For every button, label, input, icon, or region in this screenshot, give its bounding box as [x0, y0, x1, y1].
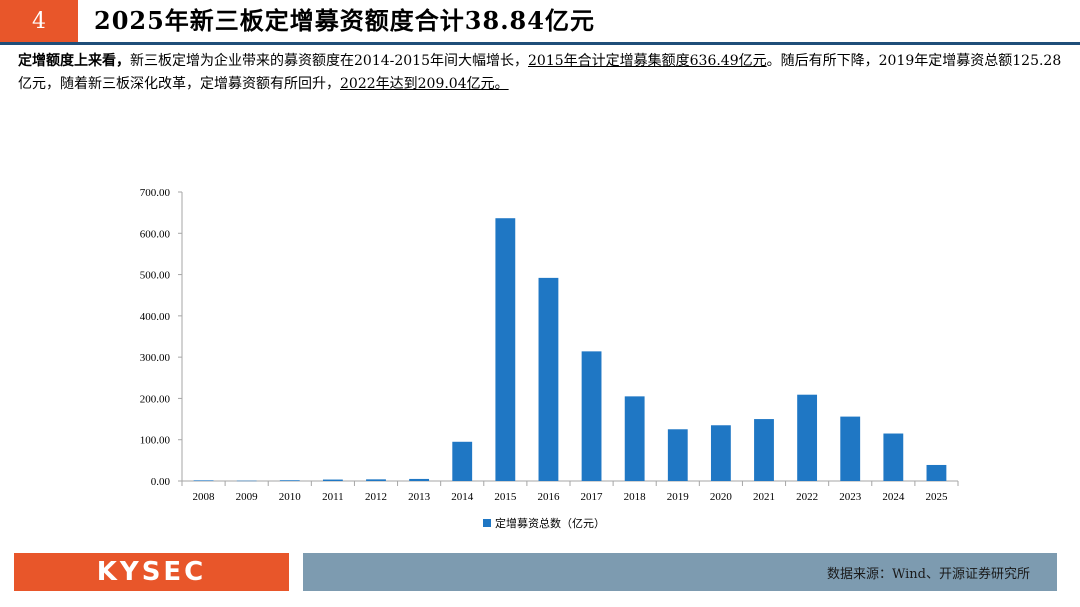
y-tick-label: 200.00	[140, 393, 171, 405]
bar-2017	[581, 351, 602, 481]
description-highlight-2015: 2015年合计定增募集额度636.49亿元	[528, 53, 767, 69]
bar-2021	[754, 419, 774, 481]
kysec-logo: KYSEC	[14, 553, 289, 591]
description-part1: 新三板定增为企业带来的募资额度在2014-2015年间大幅增长，	[130, 53, 528, 69]
x-tick-label: 2018	[624, 491, 647, 503]
title-divider	[0, 42, 1080, 45]
bar-2023	[840, 416, 861, 481]
y-tick-label: 300.00	[140, 352, 171, 364]
legend-swatch	[483, 519, 491, 527]
y-tick-label: 600.00	[140, 228, 171, 240]
y-tick-label: 400.00	[140, 311, 171, 323]
bar-2009	[236, 480, 257, 482]
bar-2015	[495, 218, 516, 481]
x-tick-label: 2021	[753, 491, 775, 503]
x-tick-label: 2009	[236, 491, 259, 503]
kysec-logo-text: KYSEC	[96, 557, 207, 587]
description-text: 定增额度上来看，新三板定增为企业带来的募资额度在2014-2015年间大幅增长，…	[18, 50, 1062, 96]
legend-label: 定增募资总数（亿元）	[495, 516, 605, 530]
bar-2013	[409, 478, 430, 481]
bar-2018	[624, 396, 645, 481]
description-lead: 定增额度上来看，	[18, 53, 130, 69]
bar-2020	[710, 425, 731, 481]
x-tick-label: 2023	[839, 491, 862, 503]
x-tick-label: 2012	[365, 491, 387, 503]
x-tick-label: 2020	[710, 491, 733, 503]
bar-2010	[279, 480, 300, 481]
x-tick-label: 2014	[451, 491, 474, 503]
bar-2014	[452, 441, 473, 481]
x-tick-label: 2019	[667, 491, 690, 503]
x-tick-label: 2024	[882, 491, 905, 503]
x-tick-label: 2017	[581, 491, 604, 503]
y-tick-label: 0.00	[151, 476, 171, 488]
bar-2011	[322, 479, 343, 481]
bar-chart: 0.00 100.00 200.00 300.00 400.00 500.00 600.00…	[140, 187, 959, 530]
y-tick-label: 700.00	[140, 187, 171, 199]
bar-2025	[926, 464, 947, 481]
footer-bar	[303, 553, 1057, 591]
x-tick-label: 2008	[193, 491, 216, 503]
bar-2024	[883, 433, 904, 481]
y-tick-label: 500.00	[140, 270, 171, 282]
x-tick-label: 2011	[322, 491, 344, 503]
slide-number: 4	[0, 0, 78, 42]
bar-2016	[538, 277, 559, 481]
x-tick-label: 2022	[796, 491, 818, 503]
bar-2022	[797, 394, 818, 481]
data-source: 数据来源：Wind、开源证券研究所	[827, 567, 1030, 582]
x-tick-label: 2025	[925, 491, 948, 503]
bar-2008	[193, 480, 214, 481]
x-tick-label: 2010	[279, 491, 302, 503]
page-title: 2025年新三板定增募资额度合计38.84亿元	[94, 6, 595, 35]
bar-2019	[667, 429, 688, 481]
description-part3: 。随后有所下降，2019年定增募资总额125.28亿元，随着新三板深化改革，定增…	[18, 53, 1062, 92]
x-tick-label: 2015	[494, 491, 517, 503]
y-tick-label: 100.00	[140, 435, 171, 447]
x-tick-label: 2016	[537, 491, 560, 503]
bar-2012	[366, 479, 386, 481]
description-highlight-2022: 2022年达到209.04亿元。	[340, 76, 509, 92]
x-tick-label: 2013	[408, 491, 431, 503]
